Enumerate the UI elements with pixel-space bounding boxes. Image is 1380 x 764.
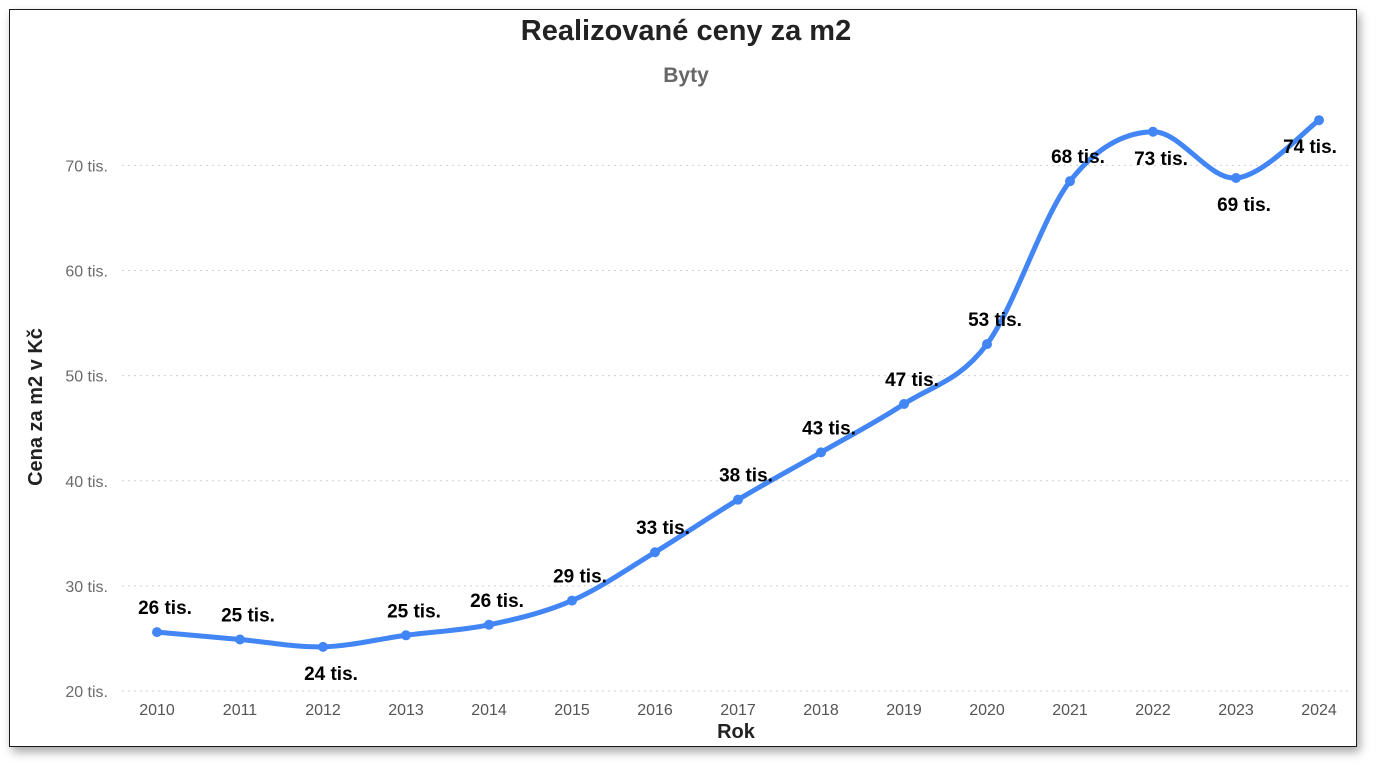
series-line <box>154 117 1322 650</box>
y-axis-ticks: 20 tis. 30 tis. 40 tis. 50 tis. 60 tis. 70 ti… <box>65 158 108 701</box>
data-labels: 26 tis. 25 tis. 24 tis. 25 tis. 26 tis. 29 ti… <box>138 137 1337 685</box>
y-tick-label: 50 tis. <box>65 369 108 386</box>
data-label: 53 tis. <box>968 310 1022 331</box>
data-label: 33 tis. <box>636 518 690 539</box>
x-axis-ticks: 2010 2011 2012 2013 2014 2015 2016 2017 2018 2019… <box>139 702 1337 719</box>
data-point <box>1148 126 1158 137</box>
data-point <box>1314 115 1324 126</box>
data-label: 47 tis. <box>885 370 939 391</box>
data-label: 69 tis. <box>1217 195 1271 216</box>
x-tick-label: 2012 <box>305 702 341 719</box>
data-label: 26 tis. <box>470 591 524 612</box>
chart-card: Realizované ceny za m2 Byty 20 tis. 30 ti… <box>9 9 1357 747</box>
y-tick-label: 30 tis. <box>65 579 108 596</box>
data-label: 68 tis. <box>1051 147 1105 168</box>
y-axis-title: Cena za m2 v Kč <box>25 328 47 486</box>
x-tick-label: 2010 <box>139 702 175 719</box>
chart-title: Realizované ceny za m2 <box>521 15 851 47</box>
x-tick-label: 2018 <box>803 702 839 719</box>
gridlines <box>122 164 1350 692</box>
chart-subtitle: Byty <box>663 64 709 87</box>
data-point <box>1065 176 1075 187</box>
data-label: 38 tis. <box>719 466 773 487</box>
data-label: 26 tis. <box>138 598 192 619</box>
series-layer <box>152 115 1324 652</box>
data-point <box>650 547 660 558</box>
x-tick-label: 2011 <box>223 702 258 719</box>
line-chart: Realizované ceny za m2 Byty 20 tis. 30 ti… <box>25 15 1350 743</box>
data-point <box>733 494 743 505</box>
data-point <box>152 627 162 638</box>
data-label: 25 tis. <box>221 605 275 626</box>
data-point <box>899 399 909 410</box>
y-tick-label: 70 tis. <box>65 158 108 175</box>
x-axis-title: Rok <box>717 721 756 743</box>
x-tick-label: 2024 <box>1301 702 1337 719</box>
data-point <box>1231 173 1241 184</box>
data-label: 29 tis. <box>553 567 607 588</box>
data-point <box>235 634 245 645</box>
x-tick-label: 2020 <box>969 702 1005 719</box>
x-tick-label: 2013 <box>388 702 424 719</box>
data-point <box>318 641 328 652</box>
x-tick-label: 2023 <box>1218 702 1254 719</box>
data-point <box>982 339 992 350</box>
data-label: 25 tis. <box>387 601 441 622</box>
data-point <box>816 447 826 458</box>
data-label: 73 tis. <box>1134 149 1188 170</box>
data-label: 43 tis. <box>802 418 856 439</box>
data-point <box>484 619 494 630</box>
y-tick-label: 60 tis. <box>65 264 108 281</box>
data-label: 74 tis. <box>1283 137 1337 158</box>
x-tick-label: 2019 <box>886 702 922 719</box>
x-tick-label: 2021 <box>1052 702 1088 719</box>
x-tick-label: 2016 <box>637 702 673 719</box>
y-tick-label: 20 tis. <box>65 684 108 701</box>
data-point <box>401 630 411 641</box>
x-tick-label: 2014 <box>471 702 507 719</box>
y-tick-label: 40 tis. <box>65 474 108 491</box>
x-tick-label: 2017 <box>720 702 756 719</box>
x-tick-label: 2022 <box>1135 702 1171 719</box>
data-label: 24 tis. <box>304 664 358 685</box>
data-point <box>567 595 577 606</box>
x-tick-label: 2015 <box>554 702 590 719</box>
